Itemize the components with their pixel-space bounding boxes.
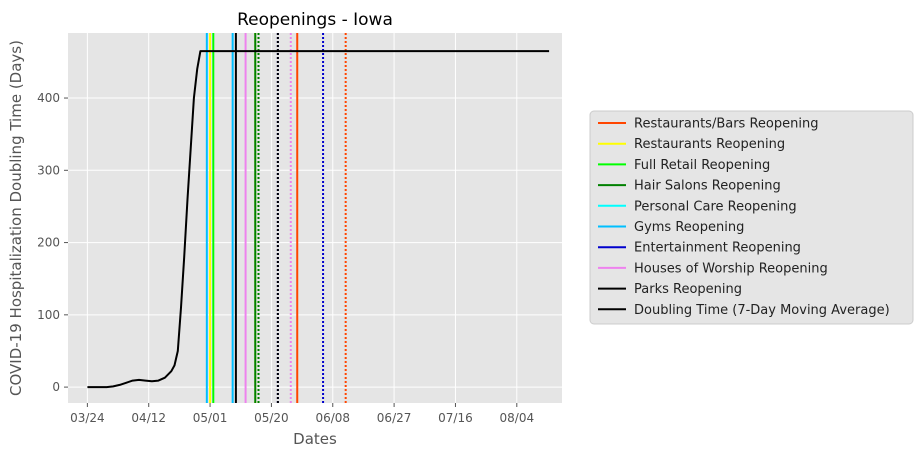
chart-title: Reopenings - Iowa [237,10,393,30]
doubling-time-line [87,50,550,389]
y-tick-label: 100 [37,308,60,322]
plot-background [68,33,562,403]
x-tick-label: 07/16 [438,411,473,425]
x-axis-label: Dates [293,430,337,448]
legend-label: Entertainment Reopening [634,241,801,256]
x-tick-label: 06/08 [315,411,350,425]
y-tick-label: 200 [37,236,60,250]
legend-label: Doubling Time (7-Day Moving Average) [634,303,890,318]
series-layer [87,50,550,389]
y-tick-label: 400 [37,91,60,105]
legend-label: Hair Salons Reopening [634,179,781,194]
x-tick-label: 08/04 [500,411,535,425]
legend: Restaurants/Bars Reopening Restaurants Re… [589,110,914,325]
reopening-lines [205,33,347,403]
legend-label: Restaurants Reopening [634,137,785,152]
legend-label: Restaurants/Bars Reopening [634,117,818,132]
y-tick-label: 0 [52,380,60,394]
x-tick-label: 03/24 [70,411,105,425]
legend-label: Parks Reopening [634,282,742,297]
legend-label: Personal Care Reopening [634,199,797,214]
x-tick-label: 05/20 [254,411,289,425]
x-tick-label: 05/01 [193,411,228,425]
y-axis: 0 100 200 300 400 [37,91,68,394]
x-tick-label: 04/12 [131,411,166,425]
legend-frame [589,110,914,325]
y-axis-label: COVID-19 Hospitalization Doubling Time (… [7,40,25,396]
x-tick-label: 06/27 [377,411,412,425]
legend-label: Houses of Worship Reopening [634,261,828,276]
y-tick-label: 300 [37,163,60,177]
legend-label: Gyms Reopening [634,220,744,235]
x-axis: 03/24 04/12 05/01 05/20 06/08 06/27 07/16 08/04 [70,403,534,425]
legend-label: Full Retail Reopening [634,158,770,173]
